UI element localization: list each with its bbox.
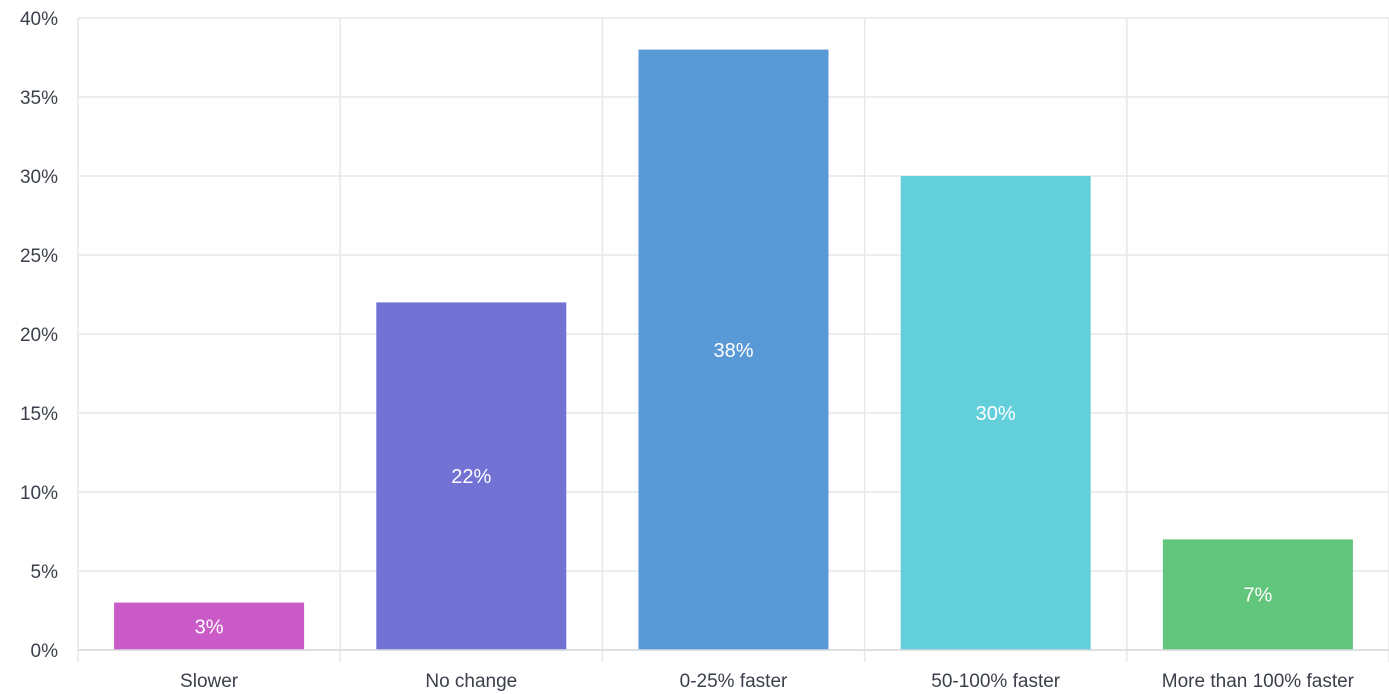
- x-tick-label: 50-100% faster: [931, 671, 1061, 692]
- bar-value-label: 22%: [451, 466, 491, 488]
- y-tick-label: 35%: [20, 88, 58, 109]
- x-tick-label: More than 100% faster: [1162, 671, 1355, 692]
- x-tick-label: No change: [425, 671, 517, 692]
- bar: [376, 302, 567, 650]
- bar: [638, 49, 829, 651]
- x-tick-label: Slower: [180, 671, 239, 692]
- y-tick-label: 15%: [20, 404, 58, 425]
- vertical-gridlines: [77, 18, 1389, 662]
- bars: [114, 49, 1353, 651]
- bar-value-labels: 3% 22% 38% 30% 7%: [195, 340, 1273, 639]
- bar-value-label: 30%: [976, 403, 1016, 425]
- y-tick-label: 25%: [20, 246, 58, 267]
- bar-value-label: 3%: [195, 616, 224, 638]
- y-tick-label: 0%: [31, 641, 59, 662]
- x-axis: Slower No change 0-25% faster 50-100% faste…: [78, 649, 1389, 692]
- y-tick-label: 10%: [20, 483, 58, 504]
- bar: [900, 176, 1091, 650]
- y-tick-label: 20%: [20, 325, 58, 346]
- y-tick-label: 5%: [31, 562, 59, 583]
- bar-value-label: 38%: [713, 340, 753, 362]
- y-tick-label: 40%: [20, 9, 58, 30]
- y-tick-label: 30%: [20, 167, 58, 188]
- bar: [1162, 539, 1353, 650]
- bar: [114, 602, 305, 650]
- x-tick-label: 0-25% faster: [680, 671, 788, 692]
- bar-value-label: 7%: [1243, 585, 1272, 607]
- y-axis: 0% 5% 10% 15% 20% 25% 30% 35% 40%: [20, 9, 58, 662]
